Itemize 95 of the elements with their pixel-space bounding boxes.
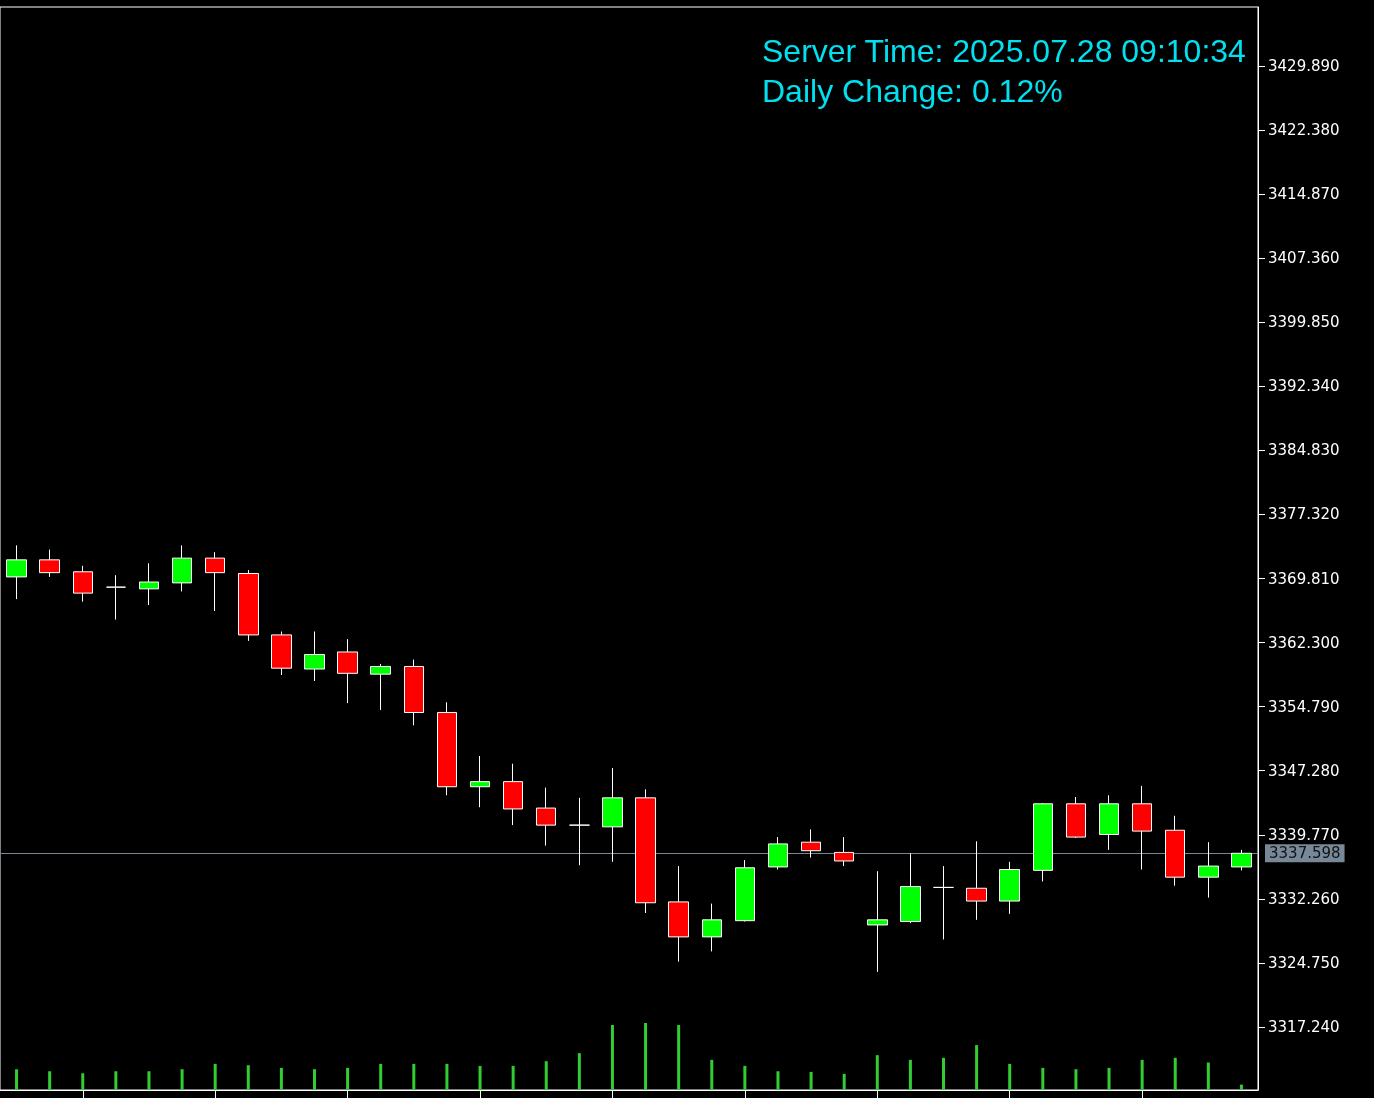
bar <box>1239 1084 1243 1090</box>
bar <box>842 1073 846 1090</box>
candlestick <box>404 659 424 726</box>
bar <box>644 1023 648 1090</box>
bar <box>1041 1067 1045 1090</box>
candlestick <box>73 565 93 603</box>
y-tick-label: 3429.890 <box>1268 57 1340 76</box>
candlestick <box>867 870 888 973</box>
candlestick <box>337 638 358 704</box>
candlestick <box>503 763 523 826</box>
y-tick-label: 3354.790 <box>1268 697 1340 716</box>
candlestick <box>205 551 225 612</box>
bar <box>313 1069 316 1090</box>
y-tick-label: 3347.280 <box>1268 761 1340 780</box>
candlestick <box>304 631 325 682</box>
bar <box>544 1061 548 1090</box>
y-tick-label: 3362.300 <box>1268 633 1340 652</box>
bar <box>743 1065 747 1090</box>
y-tick-label: 3369.810 <box>1268 569 1340 588</box>
candlestick <box>470 755 490 808</box>
bar <box>81 1073 85 1090</box>
ref-line-label: 3337.598 <box>1269 844 1341 863</box>
annotation: Daily Change: 0.12% <box>762 73 1063 109</box>
candlestick <box>1132 785 1152 870</box>
bar <box>379 1063 383 1090</box>
bar <box>577 1053 581 1090</box>
bar <box>1140 1059 1144 1090</box>
candlestick <box>933 865 954 940</box>
candlestick <box>668 865 689 963</box>
candlestick <box>238 569 259 642</box>
candlestick <box>271 631 292 676</box>
y-tick-label: 3392.340 <box>1268 377 1340 396</box>
bar <box>677 1025 681 1090</box>
y-tick-label: 3332.260 <box>1268 889 1340 908</box>
bar <box>48 1071 52 1090</box>
bar <box>1107 1067 1111 1090</box>
candlestick <box>1198 841 1219 899</box>
bar <box>1206 1062 1210 1090</box>
bar <box>1074 1069 1078 1090</box>
candlestick <box>106 574 126 621</box>
candlestick <box>966 840 987 921</box>
candlestick <box>635 788 656 914</box>
candlestick <box>735 859 755 923</box>
y-tick-label: 3339.770 <box>1268 825 1340 844</box>
bar <box>412 1063 416 1090</box>
candlestick <box>6 544 27 600</box>
candlestick <box>536 787 556 847</box>
candlestick <box>702 903 722 952</box>
candlestick <box>1231 849 1252 871</box>
y-tick-label: 3317.240 <box>1268 1017 1340 1036</box>
candlestick <box>569 797 590 866</box>
bar <box>114 1071 118 1090</box>
bar <box>1008 1063 1012 1090</box>
candlestick <box>999 861 1020 915</box>
candlestick <box>1066 796 1086 839</box>
bar <box>478 1065 482 1090</box>
candlestick <box>39 549 60 578</box>
y-tick-label: 3422.380 <box>1268 121 1340 140</box>
bar <box>809 1071 813 1090</box>
y-tick-label: 3414.870 <box>1268 185 1340 204</box>
bar <box>511 1065 515 1090</box>
bar <box>776 1071 780 1090</box>
candlestick <box>172 544 192 592</box>
candlestick <box>602 767 623 863</box>
candlestick <box>834 836 854 867</box>
bar <box>710 1059 714 1090</box>
y-tick-label: 3384.830 <box>1268 441 1340 460</box>
candlestick <box>1165 815 1185 887</box>
bar <box>15 1069 19 1090</box>
y-tick-label: 3407.360 <box>1268 249 1340 268</box>
bar <box>246 1065 250 1090</box>
y-tick-label: 3399.850 <box>1268 313 1340 332</box>
bar <box>942 1057 945 1090</box>
bar <box>180 1069 184 1090</box>
candlestick <box>437 701 457 796</box>
candlestick <box>801 828 821 859</box>
candlestick <box>900 852 921 924</box>
annotation: Server Time: 2025.07.28 09:10:34 <box>762 33 1246 69</box>
candlestick <box>1099 794 1119 851</box>
bar <box>445 1063 449 1090</box>
candlestick <box>1033 802 1053 882</box>
bar <box>346 1067 350 1090</box>
bar <box>1173 1057 1177 1090</box>
candlestick <box>768 836 788 870</box>
candlestick <box>139 562 159 606</box>
y-tick-label: 3324.750 <box>1268 953 1340 972</box>
candlestick <box>370 663 391 711</box>
bar <box>975 1045 979 1090</box>
bar <box>213 1063 217 1090</box>
bar <box>908 1059 912 1090</box>
bar <box>610 1025 614 1090</box>
bar <box>147 1071 151 1090</box>
bar <box>875 1055 879 1090</box>
bar <box>279 1067 283 1090</box>
y-tick-label: 3377.320 <box>1268 505 1340 524</box>
